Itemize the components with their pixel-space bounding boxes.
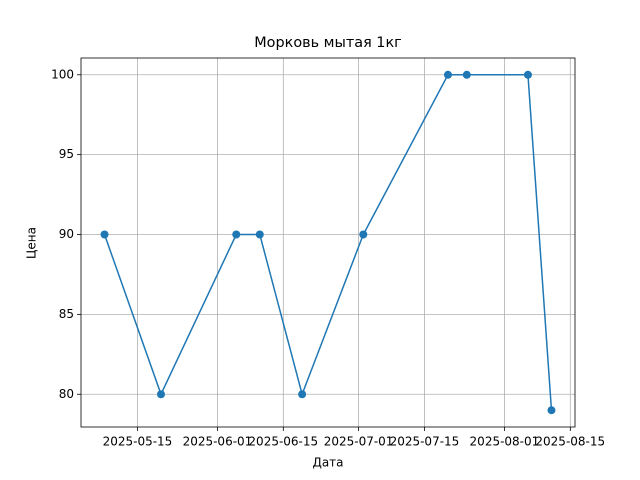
- y-tick-label: 95: [59, 147, 74, 161]
- data-line: [103, 74, 553, 411]
- data-point: [359, 230, 368, 239]
- x-tick-label: 2025-05-15: [103, 435, 173, 449]
- data-point: [232, 230, 241, 239]
- x-tick-label: 2025-08-15: [535, 435, 605, 449]
- x-axis-label: Дата: [312, 456, 343, 470]
- x-tick-label: 2025-07-01: [324, 435, 394, 449]
- data-point: [443, 70, 452, 79]
- data-point: [255, 230, 264, 239]
- x-tick-label: 2025-06-01: [183, 435, 253, 449]
- data-point: [523, 70, 532, 79]
- data-point: [100, 230, 109, 239]
- y-tick-label: 100: [51, 67, 74, 81]
- x-tick-label: 2025-08-01: [470, 435, 540, 449]
- chart-title: Морковь мытая 1кг: [254, 35, 401, 51]
- data-point: [298, 390, 307, 399]
- y-tick-label: 90: [59, 227, 74, 241]
- y-axis-label: Цена: [25, 227, 39, 259]
- y-tick-label: 85: [59, 307, 74, 321]
- grid: [81, 58, 575, 427]
- axes-frame: [80, 57, 576, 428]
- x-tick-label: 2025-07-15: [390, 435, 460, 449]
- y-tick-label: 80: [59, 387, 74, 401]
- data-point: [156, 390, 165, 399]
- data-point: [547, 406, 556, 415]
- plot-area: [100, 70, 556, 415]
- data-point: [462, 70, 471, 79]
- x-tick-label: 2025-06-15: [248, 435, 318, 449]
